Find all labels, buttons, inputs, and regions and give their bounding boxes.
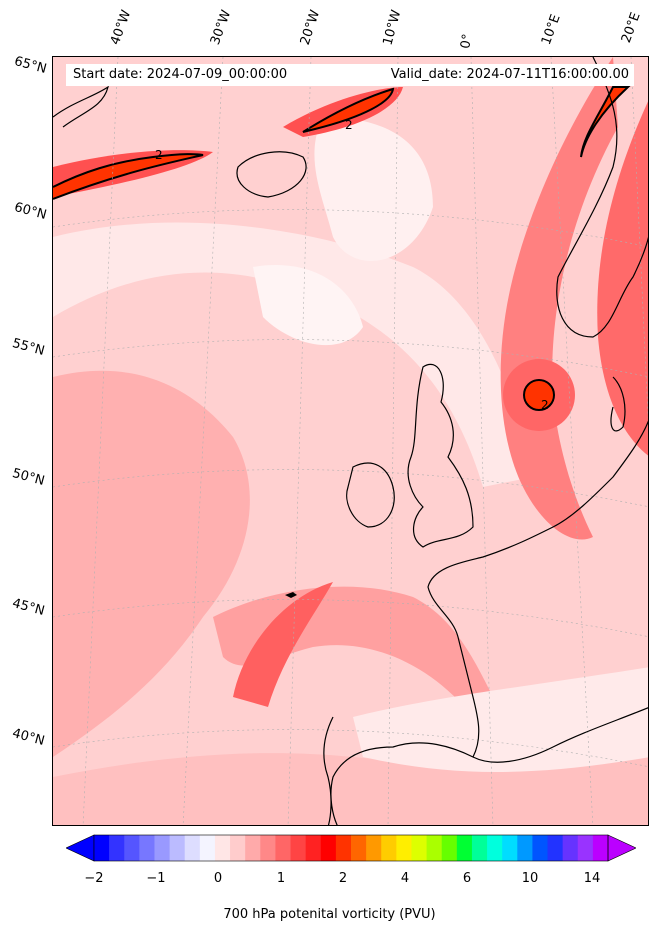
colorbar-tick-label: −2 — [84, 871, 104, 886]
pv2-contour-vortex — [523, 379, 555, 411]
colorbar-segment — [411, 835, 428, 861]
colorbar-segment — [214, 835, 231, 861]
colorbar-segment — [305, 835, 322, 861]
colorbar-outline — [93, 834, 609, 862]
pv-white-patch-2 — [314, 117, 433, 261]
colorbar-segment — [139, 835, 155, 861]
lon-label: 30°W — [207, 8, 235, 47]
lon-label: 20°W — [297, 8, 324, 47]
colorbar-tick-label: 10 — [521, 871, 539, 886]
colorbar-segment — [94, 835, 110, 861]
colorbar-segment — [154, 835, 171, 861]
colorbar-segment — [471, 835, 488, 861]
coast-continent — [330, 420, 648, 825]
pv-max-spot — [285, 592, 297, 598]
coast-ireland — [346, 462, 395, 528]
coast-scandinavia — [556, 57, 648, 338]
colorbar-segment — [184, 835, 201, 861]
colorbar-tick-label: 14 — [583, 871, 601, 886]
colorbar-segment — [230, 835, 246, 861]
colorbar-svg — [65, 834, 637, 862]
pv-medium-band — [53, 370, 250, 757]
colorbar-segment — [487, 835, 503, 861]
lon-label: 10°W — [380, 8, 405, 47]
colorbar-segment — [592, 835, 609, 861]
valid-date-label: Valid_date: 2024-07-11T16:00:00.00 — [390, 67, 629, 82]
colorbar-segment — [245, 835, 261, 861]
lat-label: 40°N — [10, 726, 47, 749]
pv2-contour-west — [53, 153, 204, 200]
lat-label: 65°N — [12, 54, 49, 77]
pv-field-map: 2 2 2 — [53, 57, 648, 825]
coast-mediterranean — [472, 707, 648, 763]
pv-lower-pink — [53, 717, 648, 825]
colorbar-segment — [275, 835, 292, 861]
pv-white-patch — [253, 265, 363, 346]
coast-iberia-west — [323, 716, 334, 825]
colorbar-segment — [441, 835, 458, 861]
lon-label: 20°E — [618, 10, 644, 46]
colorbar-segment — [517, 835, 533, 861]
colorbar-segment — [562, 835, 579, 861]
colorbar-segment — [169, 835, 186, 861]
lat-label: 45°N — [10, 596, 47, 619]
coast-greenland — [53, 85, 109, 128]
colorbar-segment — [396, 835, 412, 861]
contour-label-vortex: 2 — [541, 398, 549, 412]
pv-streamer-east-2 — [597, 101, 648, 456]
colorbar-tick-label: 2 — [338, 871, 348, 886]
lat-label: 50°N — [10, 466, 47, 489]
colorbar-segment — [351, 835, 367, 861]
colorbar-segment — [366, 835, 382, 861]
colorbar-segment — [456, 835, 473, 861]
pv-light-band — [53, 222, 533, 488]
pv-arc-south — [233, 582, 333, 707]
colorbar-segment — [290, 835, 307, 861]
coast-denmark — [610, 376, 626, 432]
colorbar-tick-label: 1 — [276, 871, 286, 886]
colorbar-segment — [426, 835, 443, 861]
coast-iceland — [236, 151, 307, 198]
graticule — [53, 57, 648, 825]
colorbar-segment — [199, 835, 216, 861]
date-info-box: Start date: 2024-07-09_00:00:00 Valid_da… — [66, 64, 634, 86]
colorbar-extend-max — [607, 834, 637, 862]
lon-label: 0° — [458, 32, 476, 50]
colorbar-tick-label: 6 — [462, 871, 472, 886]
colorbar-extend-min — [65, 834, 95, 862]
coast-great-britain — [407, 363, 474, 548]
colorbar-segment — [547, 835, 564, 861]
colorbar-tick-label: −1 — [146, 871, 166, 886]
pv2-contour-east — [580, 86, 631, 158]
contour-label-west: 2 — [155, 148, 163, 162]
colorbar-segment — [109, 835, 125, 861]
colorbar-title: 700 hPa potenital vorticity (PVU) — [223, 907, 436, 922]
colorbar-segment — [260, 835, 276, 861]
colorbar-segment — [320, 835, 337, 861]
lon-label: 40°W — [107, 8, 135, 47]
colorbar-segment — [577, 835, 594, 861]
colorbar-segment — [124, 835, 140, 861]
colorbar-tick-label: 0 — [213, 871, 223, 886]
map-plot-area: 2 2 2 — [52, 56, 649, 826]
colorbar-segment — [532, 835, 549, 861]
colorbar — [65, 832, 637, 864]
start-date-label: Start date: 2024-07-09_00:00:00 — [73, 67, 288, 82]
lat-label: 55°N — [10, 336, 47, 359]
pv-white-south — [353, 667, 648, 772]
pv2-contour-north — [302, 87, 395, 133]
colorbar-segment — [381, 835, 397, 861]
coastlines — [53, 57, 648, 825]
lat-label: 60°N — [12, 200, 49, 223]
colorbar-segment — [502, 835, 518, 861]
colorbar-tick-label: 4 — [400, 871, 410, 886]
colorbar-segment — [335, 835, 352, 861]
lon-label: 10°E — [538, 12, 564, 48]
contour-label-north: 2 — [345, 118, 353, 132]
